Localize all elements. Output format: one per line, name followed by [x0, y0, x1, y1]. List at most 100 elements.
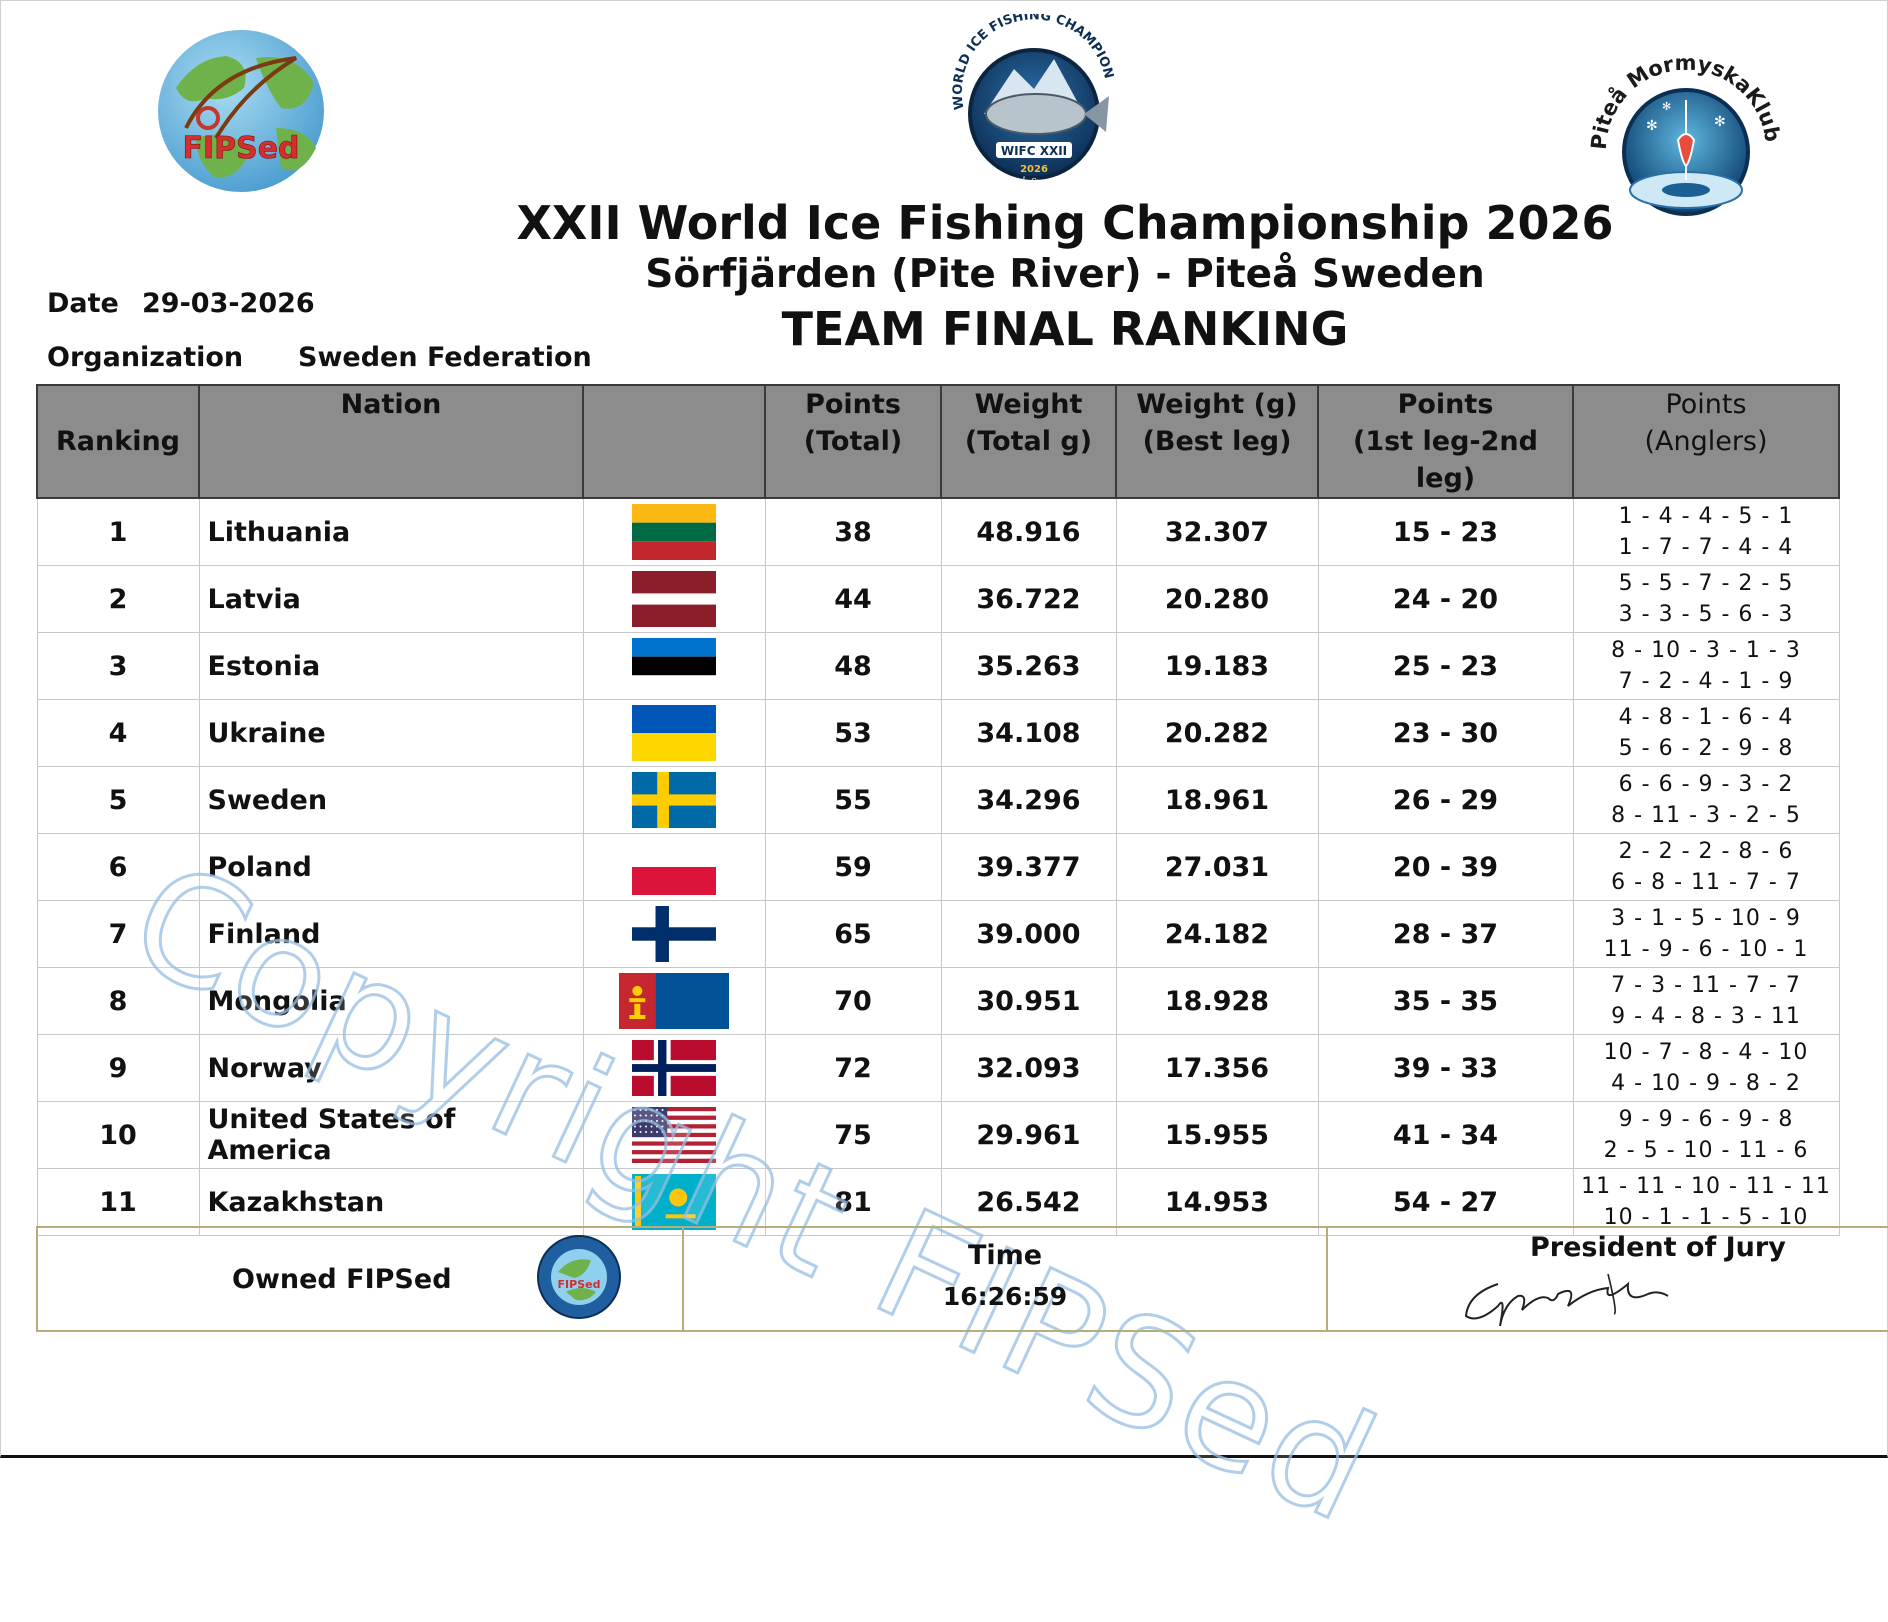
weight-best-cell: 19.183 [1115, 632, 1319, 700]
svg-text:✻: ✻ [1646, 118, 1658, 134]
col-header-weight-best: Weight (g) (Best leg) [1115, 384, 1319, 499]
anglers-line-1: 5 - 5 - 7 - 2 - 5 [1618, 571, 1794, 596]
points-legs-cell: 20 - 39 [1317, 833, 1574, 901]
fipsed-logo-icon: FIPSed [158, 30, 324, 192]
usa-flag-icon [632, 1107, 716, 1163]
points-total-cell: 72 [764, 1034, 942, 1102]
weight-total-cell: 30.951 [940, 967, 1117, 1035]
flag-cell [582, 967, 766, 1035]
anglers-line-2: 11 - 9 - 6 - 10 - 1 [1603, 937, 1809, 962]
col-header-nation: Nation [198, 384, 584, 499]
ranking-table: Ranking Nation Points (Total) Weight (Tota… [36, 384, 1840, 1236]
nation-cell: Ukraine [198, 699, 584, 767]
points-anglers-cell: 1 - 4 - 4 - 5 - 1 1 - 7 - 7 - 4 - 4 [1572, 497, 1840, 566]
anglers-line-2: 7 - 2 - 4 - 1 - 9 [1618, 669, 1794, 694]
rank-cell: 2 [36, 565, 200, 633]
anglers-line-1: 7 - 3 - 11 - 7 - 7 [1611, 973, 1801, 998]
points-anglers-cell: 4 - 8 - 1 - 6 - 4 5 - 6 - 2 - 9 - 8 [1572, 699, 1840, 767]
weight-best-cell: 15.955 [1115, 1101, 1319, 1169]
col-header-flag [582, 384, 766, 499]
svg-text:FIPSed: FIPSed [182, 131, 299, 166]
table-row: 10 United States of America 75 29.961 15.955… [36, 1101, 1840, 1169]
points-anglers-cell: 2 - 2 - 2 - 8 - 6 6 - 8 - 11 - 7 - 7 [1572, 833, 1840, 901]
weight-total-cell: 26.542 [940, 1168, 1117, 1236]
weight-best-cell: 14.953 [1115, 1168, 1319, 1236]
weight-best-cell: 17.356 [1115, 1034, 1319, 1102]
weight-best-cell: 18.961 [1115, 766, 1319, 834]
anglers-line-1: 1 - 4 - 4 - 5 - 1 [1618, 504, 1794, 529]
points-total-cell: 55 [764, 766, 942, 834]
weight-best-cell: 20.282 [1115, 699, 1319, 767]
anglers-line-1: 4 - 8 - 1 - 6 - 4 [1618, 705, 1794, 730]
anglers-line-1: 9 - 9 - 6 - 9 - 8 [1618, 1107, 1794, 1132]
pitea-mormyskaklubb-logo-icon: ✻ ✻ ✻ Piteå MormyskaKlubb [1586, 40, 1785, 216]
points-total-cell: 48 [764, 632, 942, 700]
rank-cell: 10 [36, 1101, 200, 1169]
wifc-logo-icon: WIFC XXII 2026 Piteå, Sweden WORLD ICE F… [944, 14, 1116, 186]
points-anglers-cell: 6 - 6 - 9 - 3 - 2 8 - 11 - 3 - 2 - 5 [1572, 766, 1840, 834]
svg-text:2026: 2026 [1020, 164, 1048, 175]
ukraine-flag-icon [632, 705, 716, 761]
flag-cell [582, 497, 766, 566]
nation-cell: United States of America [198, 1101, 584, 1169]
rank-cell: 1 [36, 497, 200, 566]
svg-text:✻: ✻ [1662, 100, 1671, 113]
points-legs-cell: 41 - 34 [1317, 1101, 1574, 1169]
weight-total-cell: 48.916 [940, 497, 1117, 566]
signature-icon [1464, 1273, 1669, 1327]
sweden-flag-icon [632, 772, 716, 828]
anglers-line-1: 2 - 2 - 2 - 8 - 6 [1618, 839, 1794, 864]
anglers-line-2: 10 - 1 - 1 - 5 - 10 [1603, 1205, 1809, 1230]
nation-cell: Mongolia [198, 967, 584, 1035]
nation-cell: Kazakhstan [198, 1168, 584, 1236]
points-legs-cell: 25 - 23 [1317, 632, 1574, 700]
lithuania-flag-icon [632, 504, 716, 560]
nation-cell: Estonia [198, 632, 584, 700]
weight-total-cell: 34.108 [940, 699, 1117, 767]
ranking-title: TEAM FINAL RANKING [781, 302, 1349, 356]
points-total-cell: 59 [764, 833, 942, 901]
flag-cell [582, 1101, 766, 1169]
latvia-flag-icon [632, 571, 716, 627]
kazakhstan-flag-icon [632, 1174, 716, 1230]
weight-best-cell: 27.031 [1115, 833, 1319, 901]
anglers-line-2: 1 - 7 - 7 - 4 - 4 [1618, 535, 1794, 560]
rank-cell: 8 [36, 967, 200, 1035]
points-total-cell: 53 [764, 699, 942, 767]
weight-total-cell: 29.961 [940, 1101, 1117, 1169]
jury-label: President of Jury [1530, 1232, 1786, 1263]
footer-jury-cell: President of Jury [1328, 1228, 1888, 1330]
col-header-points-legs: Points (1st leg-2nd leg) [1317, 384, 1574, 499]
points-anglers-cell: 5 - 5 - 7 - 2 - 5 3 - 3 - 5 - 6 - 3 [1572, 565, 1840, 633]
nation-cell: Lithuania [198, 497, 584, 566]
date-label: Date [47, 288, 119, 319]
table-row: 9 Norway 72 32.093 17.356 39 - 33 10 - 7 - 8 -… [36, 1034, 1840, 1102]
table-row: 11 Kazakhstan 81 26.542 14.953 54 - 27 11 - 11… [36, 1168, 1840, 1236]
points-legs-cell: 24 - 20 [1317, 565, 1574, 633]
fipsed-seal-icon: FIPSed [537, 1235, 621, 1319]
points-anglers-cell: 8 - 10 - 3 - 1 - 3 7 - 2 - 4 - 1 - 9 [1572, 632, 1840, 700]
nation-cell: Poland [198, 833, 584, 901]
poland-flag-icon [632, 839, 716, 895]
weight-total-cell: 39.000 [940, 900, 1117, 968]
anglers-line-2: 5 - 6 - 2 - 9 - 8 [1618, 736, 1794, 761]
points-legs-cell: 15 - 23 [1317, 497, 1574, 566]
points-total-cell: 81 [764, 1168, 942, 1236]
anglers-line-2: 4 - 10 - 9 - 8 - 2 [1611, 1071, 1801, 1096]
points-total-cell: 65 [764, 900, 942, 968]
estonia-flag-icon [632, 638, 716, 694]
flag-cell [582, 1168, 766, 1236]
footer-owned-cell: Owned FIPSed FIPSed [38, 1228, 684, 1330]
points-legs-cell: 28 - 37 [1317, 900, 1574, 968]
nation-cell: Sweden [198, 766, 584, 834]
col-header-points-anglers: Points (Anglers) [1572, 384, 1840, 499]
weight-total-cell: 32.093 [940, 1034, 1117, 1102]
points-total-cell: 44 [764, 565, 942, 633]
points-total-cell: 70 [764, 967, 942, 1035]
col-header-ranking: Ranking [36, 384, 200, 499]
finland-flag-icon [632, 906, 716, 962]
table-row: 2 Latvia 44 36.722 20.280 24 - 20 5 - 5 - 7 - … [36, 565, 1840, 633]
norway-flag-icon [632, 1040, 716, 1096]
rank-cell: 5 [36, 766, 200, 834]
rank-cell: 4 [36, 699, 200, 767]
